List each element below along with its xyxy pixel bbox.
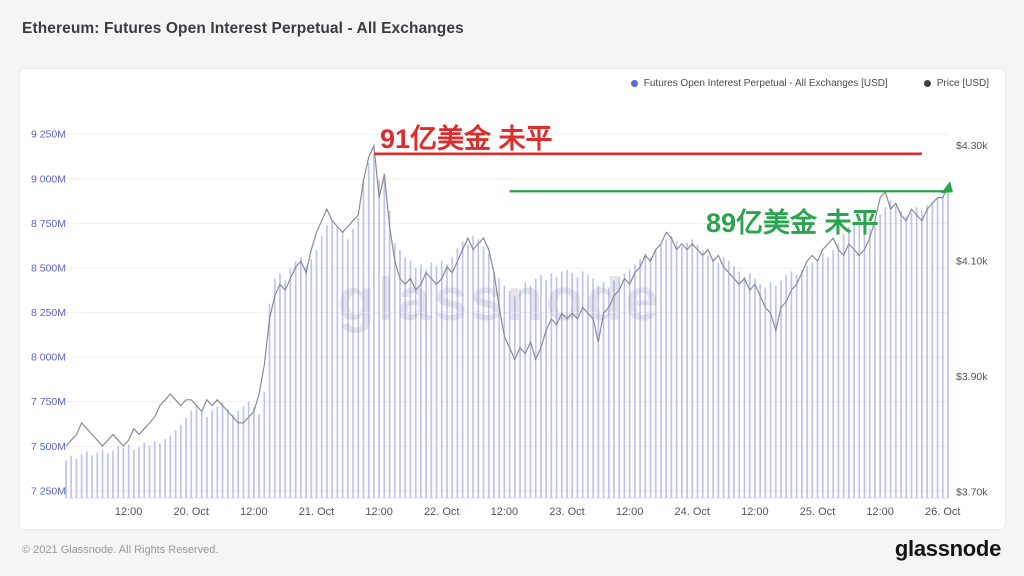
glassnode-logo: glassnode	[894, 536, 1001, 561]
legend-open-interest-label: Futures Open Interest Perpetual - All Ex…	[643, 78, 888, 89]
left-axis-tick-label: 7 500M	[31, 441, 66, 453]
open-interest-dot-icon	[630, 80, 638, 87]
x-axis-tick-label: 12:00	[365, 506, 393, 518]
left-axis-tick-label: 8 000M	[31, 352, 66, 364]
legend-item-open-interest[interactable]: Futures Open Interest Perpetual - All Ex…	[630, 78, 888, 89]
chart-card: Futures Open Interest Perpetual - All Ex…	[19, 68, 1006, 530]
left-axis-tick-label: 7 250M	[31, 485, 66, 497]
x-axis-tick-label: 21. Oct	[299, 506, 334, 518]
x-axis-tick-label: 12:00	[741, 506, 769, 518]
left-axis-tick-label: 9 000M	[31, 173, 66, 185]
price-line	[65, 143, 949, 447]
left-axis-tick-label: 9 250M	[31, 129, 66, 141]
x-axis-tick-label: 12:00	[616, 506, 644, 518]
left-axis-tick-label: 8 750M	[31, 218, 66, 230]
x-axis-tick-label: 12:00	[115, 506, 143, 518]
chart-legend: Futures Open Interest Perpetual - All Ex…	[630, 78, 989, 89]
left-axis-tick-label: 8 250M	[31, 307, 66, 319]
right-axis-tick-label: $3.90k	[956, 371, 988, 383]
annotation-red-label: 91亿美金 未平	[380, 124, 553, 154]
green-line-arrow-icon	[941, 181, 953, 194]
x-axis-tick-label: 22. Oct	[424, 506, 459, 518]
x-axis-tick-label: 25. Oct	[800, 506, 835, 518]
page-title: Ethereum: Futures Open Interest Perpetua…	[22, 20, 464, 37]
left-axis-tick-label: 7 750M	[31, 396, 66, 408]
footer-copyright: © 2021 Glassnode. All Rights Reserved.	[22, 544, 219, 556]
left-axis-tick-label: 8 500M	[31, 262, 66, 274]
x-axis-tick-label: 20. Oct	[174, 506, 209, 518]
x-axis-tick-label: 12:00	[240, 506, 268, 518]
x-axis-tick-label: 12:00	[491, 506, 519, 518]
x-axis-tick-label: 12:00	[866, 506, 894, 518]
legend-price-label: Price [USD]	[936, 78, 989, 89]
x-axis-tick-label: 26. Oct	[925, 506, 960, 518]
right-axis-tick-label: $4.10k	[956, 256, 988, 268]
x-axis-tick-label: 23. Oct	[549, 506, 584, 518]
x-axis-tick-label: 24. Oct	[675, 506, 710, 518]
right-axis-tick-label: $4.30k	[956, 140, 988, 152]
chart-plot-area[interactable]: 7 250M 7 500M 7 750M 8 000M 8 250M 8 500M 8 75…	[20, 69, 1007, 531]
right-axis-tick-label: $3.70k	[956, 487, 988, 499]
annotation-green-label: 89亿美金 未平	[706, 208, 879, 238]
legend-item-price[interactable]: Price [USD]	[923, 78, 989, 89]
price-dot-icon	[923, 80, 931, 87]
